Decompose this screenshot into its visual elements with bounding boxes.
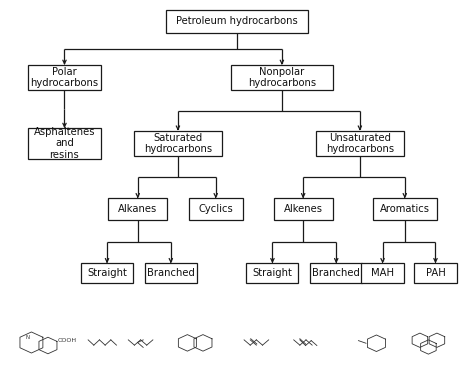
Text: Asphaltenes
and
resins: Asphaltenes and resins <box>34 127 95 160</box>
Text: Alkanes: Alkanes <box>118 204 157 214</box>
Text: COOH: COOH <box>57 338 76 343</box>
Text: Aromatics: Aromatics <box>380 204 430 214</box>
FancyBboxPatch shape <box>414 263 457 283</box>
FancyBboxPatch shape <box>231 65 333 90</box>
Text: Polar
hydrocarbons: Polar hydrocarbons <box>30 67 99 89</box>
FancyBboxPatch shape <box>145 263 197 283</box>
Text: MAH: MAH <box>371 268 394 278</box>
Text: PAH: PAH <box>426 268 446 278</box>
FancyBboxPatch shape <box>28 65 101 90</box>
FancyBboxPatch shape <box>189 198 243 220</box>
FancyBboxPatch shape <box>310 263 362 283</box>
Text: Alkenes: Alkenes <box>283 204 323 214</box>
Text: Cyclics: Cyclics <box>198 204 233 214</box>
FancyBboxPatch shape <box>28 128 101 159</box>
FancyBboxPatch shape <box>316 131 403 156</box>
Text: Unsaturated
hydrocarbons: Unsaturated hydrocarbons <box>326 133 394 154</box>
FancyBboxPatch shape <box>246 263 299 283</box>
FancyBboxPatch shape <box>108 198 167 220</box>
FancyBboxPatch shape <box>166 10 308 33</box>
Text: N: N <box>26 335 30 340</box>
FancyBboxPatch shape <box>134 131 222 156</box>
Text: Straight: Straight <box>87 268 127 278</box>
FancyBboxPatch shape <box>373 198 437 220</box>
FancyBboxPatch shape <box>81 263 133 283</box>
FancyBboxPatch shape <box>361 263 404 283</box>
Text: Straight: Straight <box>253 268 292 278</box>
Text: Petroleum hydrocarbons: Petroleum hydrocarbons <box>176 16 298 26</box>
Text: Saturated
hydrocarbons: Saturated hydrocarbons <box>144 133 212 154</box>
Text: Branched: Branched <box>312 268 360 278</box>
FancyBboxPatch shape <box>273 198 333 220</box>
Text: Branched: Branched <box>147 268 195 278</box>
Text: Nonpolar
hydrocarbons: Nonpolar hydrocarbons <box>248 67 316 89</box>
